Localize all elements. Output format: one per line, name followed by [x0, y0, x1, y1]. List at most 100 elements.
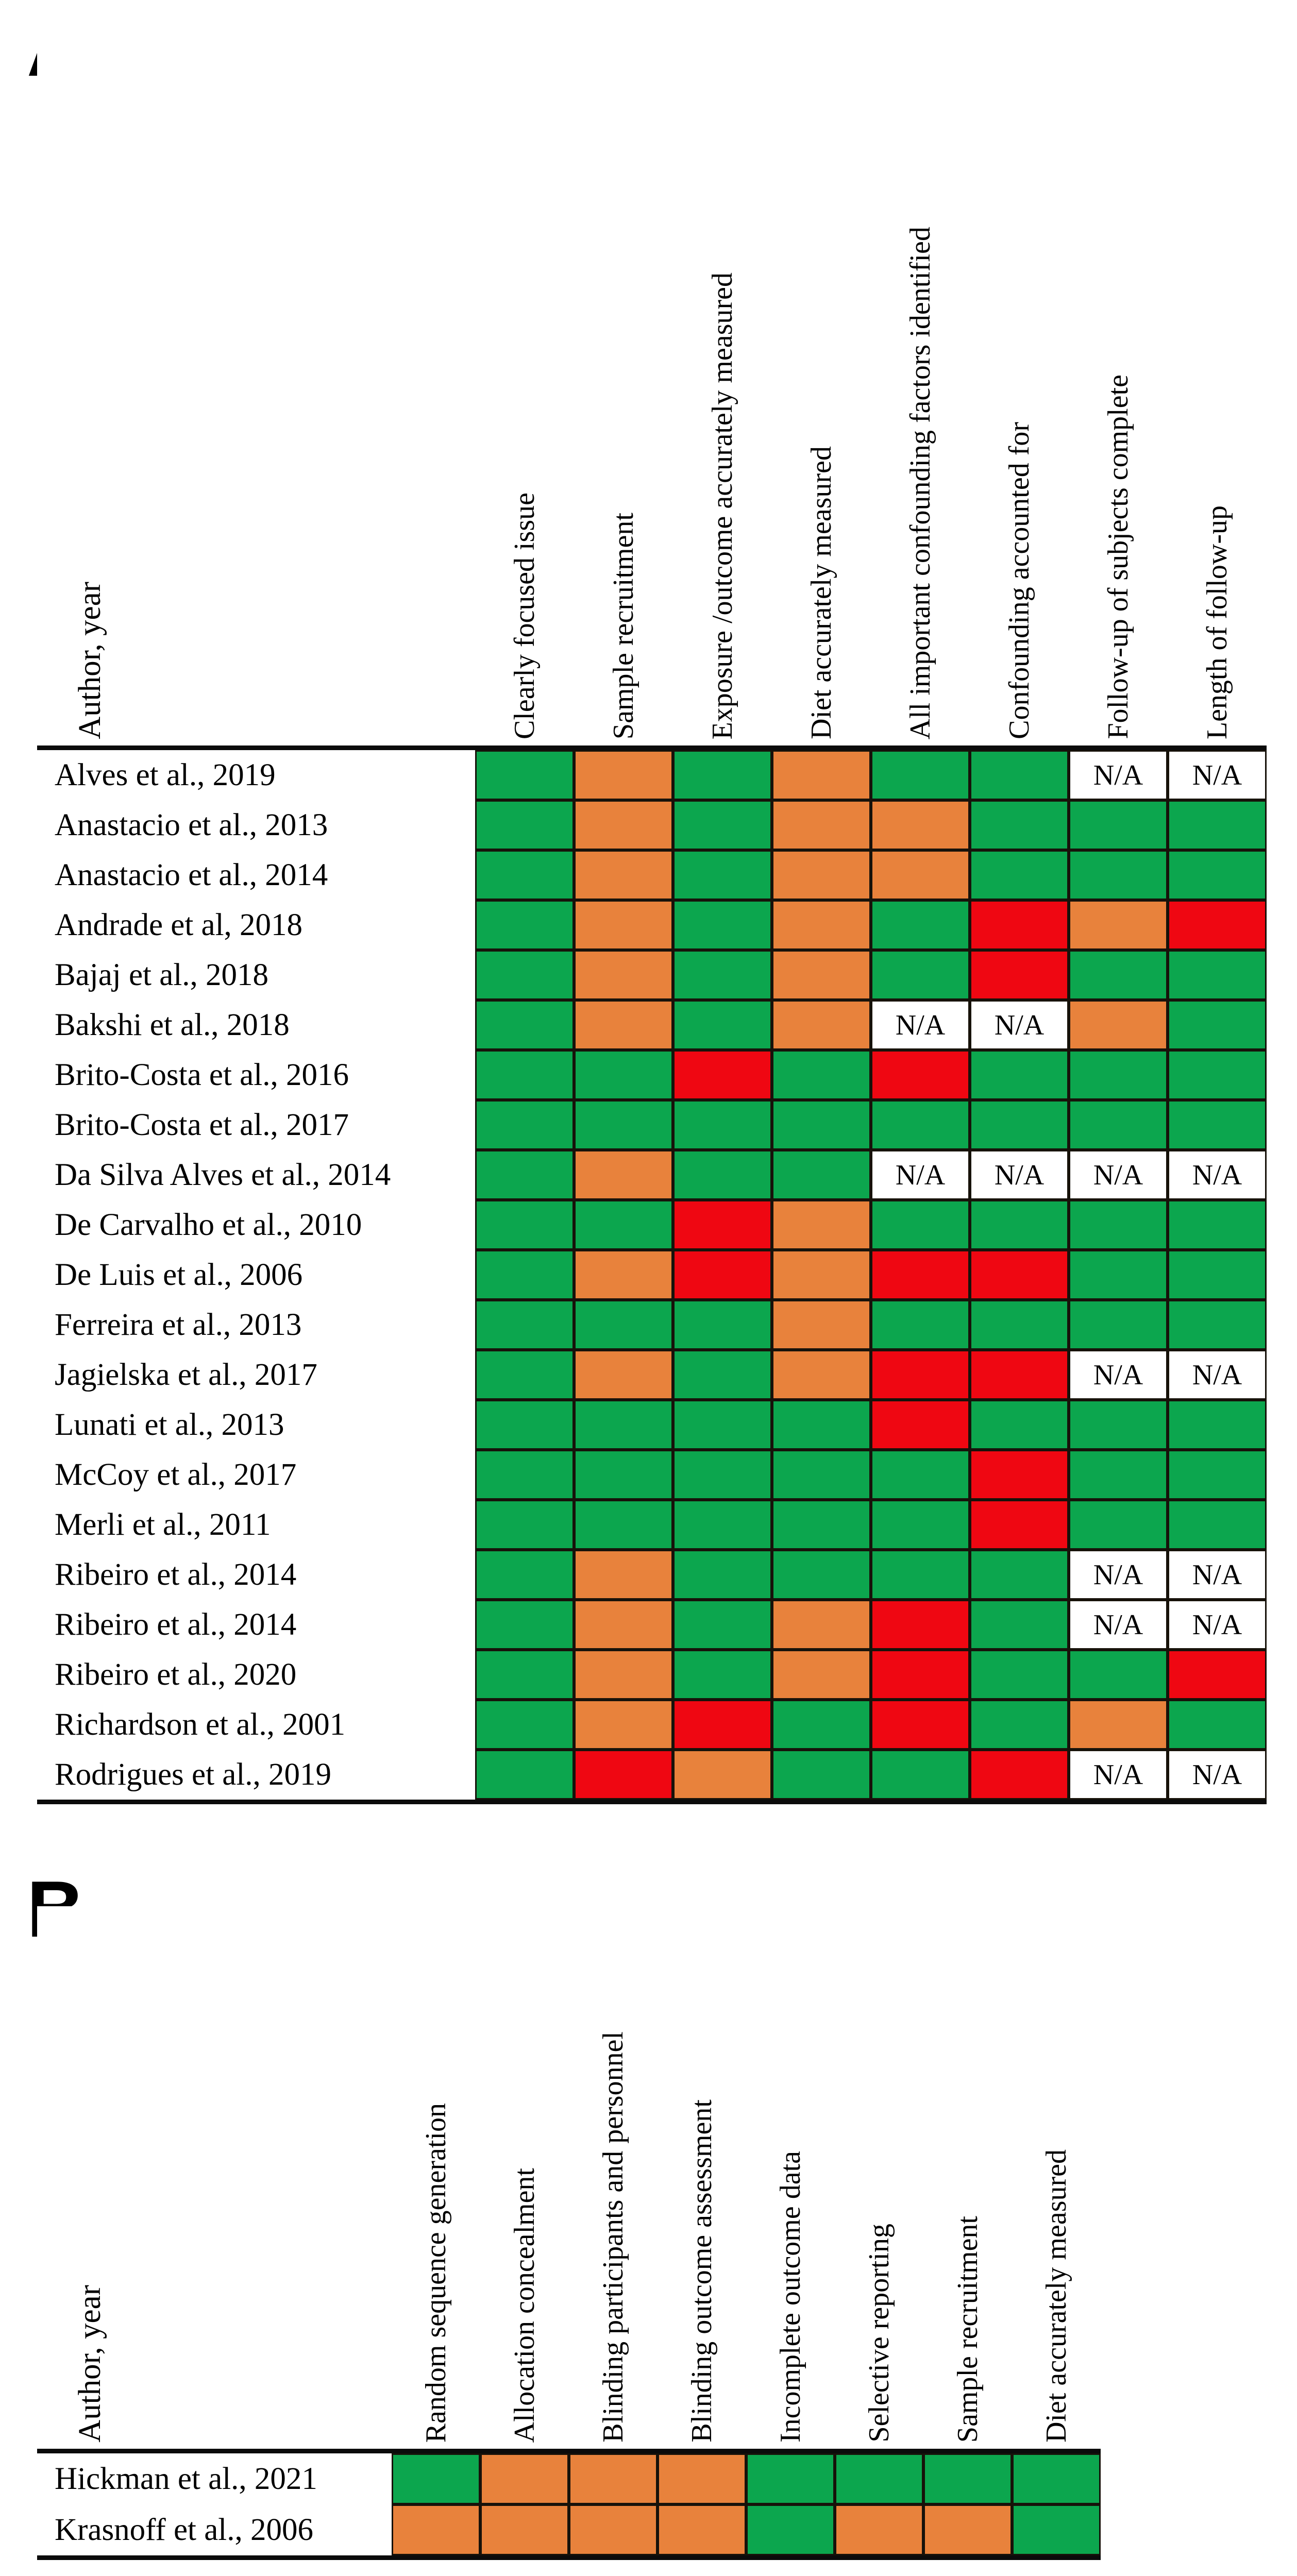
rating-cell-low	[475, 900, 574, 950]
rating-cell-low	[1069, 850, 1168, 900]
rating-cell-unclear	[574, 1000, 673, 1050]
rating-cell-low	[772, 1100, 871, 1150]
table-bottom-rule	[37, 1800, 1267, 1804]
rating-cell-unclear	[574, 850, 673, 900]
rating-cell-unclear	[772, 1250, 871, 1300]
rating-cell-low	[1012, 2504, 1101, 2555]
rating-cell-low	[772, 1750, 871, 1800]
author-year-header-text: Author, year	[73, 2285, 107, 2443]
rating-cell-low	[970, 1650, 1069, 1700]
rating-cell-low	[475, 1550, 574, 1600]
rating-cell-unclear	[772, 750, 871, 800]
column-header-text: Blinding outcome assessment	[686, 2099, 718, 2443]
rating-cell-na: N/A	[1069, 1350, 1168, 1400]
column-header-7: Sample recruitment	[923, 1906, 1012, 2449]
rating-cell-low	[475, 800, 574, 850]
author-cell: Krasnoff et al., 2006	[37, 2504, 392, 2555]
column-header-3: Blinding participants and personnel	[569, 1906, 658, 2449]
column-header-4: Blinding outcome assessment	[658, 1906, 746, 2449]
rating-cell-low	[673, 950, 772, 1000]
author-cell: Da Silva Alves et al., 2014	[37, 1150, 475, 1200]
rating-cell-low	[475, 850, 574, 900]
rating-cell-unclear	[574, 1150, 673, 1200]
rating-cell-high	[871, 1250, 970, 1300]
rating-cell-low	[475, 1350, 574, 1400]
rating-cell-low	[1168, 850, 1267, 900]
rating-cell-low	[871, 1500, 970, 1550]
rating-cell-low	[475, 1250, 574, 1300]
column-header-text: All important confounding factors identi…	[904, 226, 936, 739]
rating-cell-low	[574, 1050, 673, 1100]
rating-cell-na: N/A	[1168, 1150, 1267, 1200]
rating-cell-low	[970, 1600, 1069, 1650]
column-header-text: Exposure /outcome accurately measured	[706, 272, 738, 740]
author-cell: Anastacio et al., 2013	[37, 800, 475, 850]
column-header-8: Diet accurately measured	[1012, 1906, 1101, 2449]
rating-cell-low	[970, 1200, 1069, 1250]
rating-cell-high	[871, 1650, 970, 1700]
rating-cell-na: N/A	[1168, 1550, 1267, 1600]
rating-cell-low	[1069, 1400, 1168, 1450]
rating-cell-low	[1168, 800, 1267, 850]
rating-cell-low	[673, 1500, 772, 1550]
rating-cell-high	[970, 1350, 1069, 1400]
author-cell: De Luis et al., 2006	[37, 1250, 475, 1300]
rating-cell-na: N/A	[871, 1150, 970, 1200]
author-cell: Ribeiro et al., 2014	[37, 1600, 475, 1650]
column-header-text: Allocation concealment	[509, 2167, 541, 2443]
rating-cell-low	[1069, 1300, 1168, 1350]
rating-cell-unclear	[923, 2504, 1012, 2555]
column-header-6: Selective reporting	[835, 1906, 923, 2449]
rating-cell-low	[475, 1100, 574, 1150]
rating-cell-low	[475, 1150, 574, 1200]
rating-cell-low	[772, 1150, 871, 1200]
rating-cell-low	[970, 1400, 1069, 1450]
rating-cell-na: N/A	[1168, 1600, 1267, 1650]
rating-cell-low	[475, 1700, 574, 1750]
rating-cell-low	[1069, 950, 1168, 1000]
rating-cell-na: N/A	[1069, 1550, 1168, 1600]
rating-cell-low	[574, 1200, 673, 1250]
rating-cell-na: N/A	[1069, 1150, 1168, 1200]
rating-cell-low	[673, 1400, 772, 1450]
rating-cell-unclear	[772, 950, 871, 1000]
author-cell: Anastacio et al., 2014	[37, 850, 475, 900]
rating-cell-unclear	[480, 2504, 569, 2555]
column-header-text: Clearly focused issue	[509, 493, 541, 739]
author-cell: De Carvalho et al., 2010	[37, 1200, 475, 1250]
rating-cell-na: N/A	[1168, 1350, 1267, 1400]
column-header-5: Incomplete outcome data	[746, 1906, 835, 2449]
rating-cell-low	[673, 1350, 772, 1400]
column-header-6: Confounding accounted for	[970, 2, 1069, 745]
rating-cell-low	[475, 1650, 574, 1700]
rating-cell-na: N/A	[1168, 750, 1267, 800]
rating-cell-low	[871, 1450, 970, 1500]
rating-cell-unclear	[772, 1600, 871, 1650]
author-cell: Ribeiro et al., 2020	[37, 1650, 475, 1700]
column-header-text: Diet accurately measured	[1040, 2149, 1072, 2443]
rating-cell-unclear	[574, 900, 673, 950]
rating-cell-low	[574, 1500, 673, 1550]
rating-cell-high	[970, 1500, 1069, 1550]
rating-cell-low	[673, 1150, 772, 1200]
column-header-5: All important confounding factors identi…	[871, 2, 970, 745]
rating-cell-low	[970, 1700, 1069, 1750]
column-header-text: Sample recruitment	[952, 2215, 984, 2443]
rating-cell-unclear	[574, 1600, 673, 1650]
rating-cell-unclear	[392, 2504, 480, 2555]
rating-cell-low	[1069, 1200, 1168, 1250]
rating-cell-low	[772, 1450, 871, 1500]
rating-cell-low	[392, 2453, 480, 2504]
column-header-text: Diet accurately measured	[805, 446, 837, 739]
rating-cell-low	[1168, 1500, 1267, 1550]
rating-cell-low	[970, 1050, 1069, 1100]
author-cell: Ferreira et al., 2013	[37, 1300, 475, 1350]
author-cell: Ribeiro et al., 2014	[37, 1550, 475, 1600]
column-header-3: Exposure /outcome accurately measured	[673, 2, 772, 745]
column-header-text: Blinding participants and personnel	[597, 2031, 629, 2443]
rating-cell-high	[1168, 1650, 1267, 1700]
rating-cell-low	[673, 1000, 772, 1050]
rating-cell-unclear	[772, 800, 871, 850]
rating-cell-unclear	[1069, 1700, 1168, 1750]
rating-cell-na: N/A	[1069, 750, 1168, 800]
